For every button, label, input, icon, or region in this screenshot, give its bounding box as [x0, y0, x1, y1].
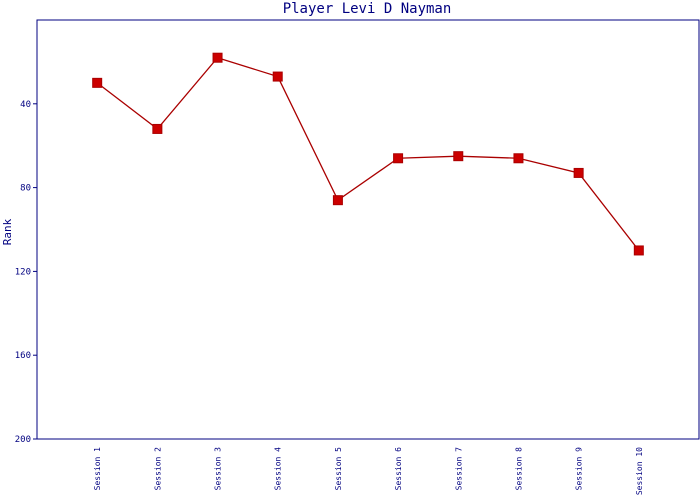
- marker: [393, 153, 404, 164]
- marker: [513, 153, 524, 164]
- y-tick-label: 200: [15, 435, 31, 445]
- marker: [92, 77, 103, 88]
- marker: [332, 195, 343, 206]
- marker: [152, 123, 163, 134]
- x-tick-label: Session 4: [274, 447, 283, 491]
- marker: [212, 52, 223, 63]
- y-tick-label: 160: [15, 351, 31, 361]
- x-tick-label: Session 2: [153, 447, 162, 491]
- y-tick-label: 120: [15, 267, 31, 277]
- x-tick-label: Session 1: [93, 447, 102, 491]
- plot-frame: [36, 19, 700, 440]
- x-tick-label: Session 8: [514, 447, 523, 491]
- x-tick-label: Session 7: [454, 447, 463, 491]
- x-tick-label: Session 5: [334, 447, 343, 491]
- y-axis-label: Rank: [1, 218, 14, 245]
- marker: [453, 151, 464, 162]
- chart-title: Player Levi D Nayman: [283, 1, 452, 17]
- y-tick-label: 80: [20, 184, 31, 194]
- x-tick-label: Session 9: [575, 447, 584, 491]
- y-tick-label: 40: [20, 100, 31, 110]
- x-tick-label: Session 3: [214, 447, 223, 491]
- line: [96, 56, 640, 251]
- x-tick-label: Session 10: [635, 447, 644, 495]
- marker: [633, 245, 644, 256]
- x-tick-label: Session 6: [394, 447, 403, 491]
- marker: [573, 167, 584, 178]
- marker: [272, 71, 283, 82]
